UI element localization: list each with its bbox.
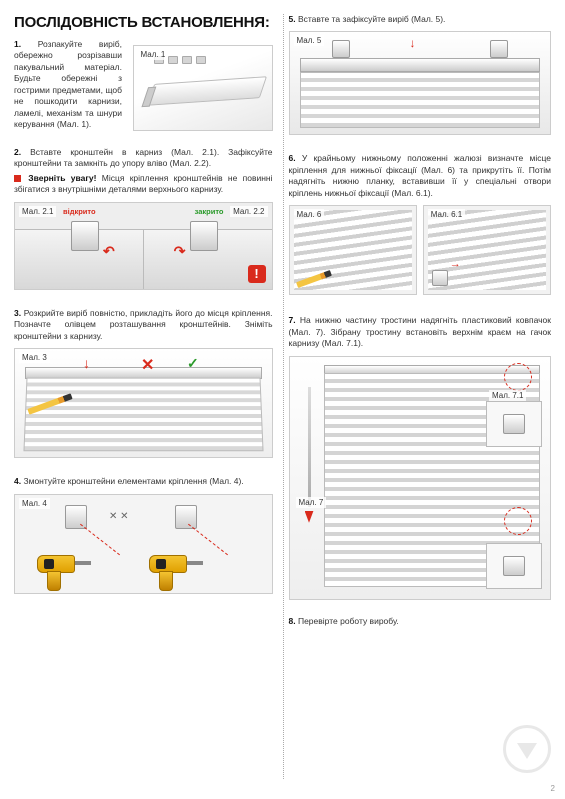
figure-1-label: Мал. 1 xyxy=(138,49,169,60)
step-4-num: 4. xyxy=(14,476,21,486)
x-mark-icon: ✕ xyxy=(141,355,154,375)
step-1-body: Розпакуйте виріб, обережно розрізавши па… xyxy=(14,39,122,129)
step-5-text: 5. Вставте та зафіксуйте виріб (Мал. 5). xyxy=(289,14,552,25)
step-2-body: Вставте кронштейн в карниз (Мал. 2.1). З… xyxy=(14,147,273,168)
step-6-body: У крайньому нижньому положенні жалюзі ви… xyxy=(289,153,552,197)
fig2-bracket-open xyxy=(71,221,99,251)
figure-1: Мал. 1 xyxy=(133,45,273,131)
step-2-num: 2. xyxy=(14,147,21,157)
step-1: 1. Розпакуйте виріб, обережно розрізавши… xyxy=(14,39,273,131)
fig3-arrow-down: ↓ xyxy=(83,355,90,371)
fig3-blinds xyxy=(23,378,263,452)
step-3: 3. Розкрийте виріб повністю, прикладіть … xyxy=(14,298,273,458)
fig5-bracket-1 xyxy=(332,40,350,58)
figure-4-label: Мал. 4 xyxy=(19,498,50,509)
fig5-headrail xyxy=(300,58,541,72)
fig4-bracket-2 xyxy=(175,505,197,529)
watermark-icon xyxy=(503,725,551,773)
step-3-text: 3. Розкрийте виріб повністю, прикладіть … xyxy=(14,308,273,342)
step-6: 6. У крайньому нижньому положенні жалюзі… xyxy=(289,143,552,295)
step-6-text: 6. У крайньому нижньому положенні жалюзі… xyxy=(289,153,552,199)
step-1-text: 1. Розпакуйте виріб, обережно розрізавши… xyxy=(14,39,122,131)
step-5-body: Вставте та зафіксуйте виріб (Мал. 5). xyxy=(298,14,445,24)
drill-icon-1 xyxy=(37,549,91,591)
warning-badge-icon: ! xyxy=(248,265,266,283)
figure-2-closed-label: закрито xyxy=(195,207,224,216)
figure-6-row: Мал. 6 Мал. 6.1 → xyxy=(289,205,552,295)
figure-6-1: Мал. 6.1 → xyxy=(423,205,551,295)
step-3-body: Розкрийте виріб повністю, прикладіть йог… xyxy=(14,308,273,341)
figure-7-inset-b xyxy=(486,543,542,589)
step-5: 5. Вставте та зафіксуйте виріб (Мал. 5).… xyxy=(289,14,552,135)
figure-7-label: Мал. 7 xyxy=(296,497,327,508)
step-7-body: На нижню частину тростини надягніть плас… xyxy=(289,315,552,348)
step-2: 2. Вставте кронштейн в карниз (Мал. 2.1)… xyxy=(14,139,273,290)
step-7-text: 7. На нижню частину тростини надягніть п… xyxy=(289,315,552,349)
figure-2: Мал. 2.1 Мал. 2.2 відкрито закрито ↶ ↷ ! xyxy=(14,202,273,290)
right-column: 5. Вставте та зафіксуйте виріб (Мал. 5).… xyxy=(283,0,565,799)
fig2-arrow-left: ↶ xyxy=(103,243,115,260)
figure-21-label: Мал. 2.1 xyxy=(19,206,56,217)
left-column: ПОСЛІДОВНІСТЬ ВСТАНОВЛЕННЯ: 1. Розпакуйт… xyxy=(0,0,283,799)
figure-61-label: Мал. 6.1 xyxy=(428,209,465,220)
fig61-arrow: → xyxy=(450,258,461,270)
figure-6: Мал. 6 xyxy=(289,205,417,295)
step-4-text: 4. Змонтуйте кронштейни елементами кріпл… xyxy=(14,476,273,487)
fig7-highlight-bottom xyxy=(504,507,532,535)
step-1-num: 1. xyxy=(14,39,21,49)
fig7-wand-tip xyxy=(305,511,314,523)
fig7-highlight-top xyxy=(504,363,532,391)
step-3-num: 3. xyxy=(14,308,21,318)
figure-4: Мал. 4 ✕ ✕ xyxy=(14,494,273,594)
step-7: 7. На нижню частину тростини надягніть п… xyxy=(289,303,552,599)
figure-6-label: Мал. 6 xyxy=(294,209,325,220)
fig61-clip xyxy=(432,270,448,286)
fig71-bracket xyxy=(503,414,525,434)
step-5-num: 5. xyxy=(289,14,296,24)
step-8: 8. Перевірте роботу виробу. xyxy=(289,608,552,627)
fig7b-bracket xyxy=(503,556,525,576)
step-4: 4. Змонтуйте кронштейни елементами кріпл… xyxy=(14,466,273,593)
step-2-warn-label: Зверніть увагу! xyxy=(28,173,96,183)
fig5-arrow: ↓ xyxy=(410,36,416,50)
fig2-bracket-closed xyxy=(190,221,218,251)
drill-icon-2 xyxy=(149,549,203,591)
figure-3: Мал. 3 ✕ ✓ ↓ xyxy=(14,348,273,458)
figure-5: Мал. 5 ↓ xyxy=(289,31,552,135)
figure-5-label: Мал. 5 xyxy=(294,35,325,46)
page-number: 2 xyxy=(551,784,555,793)
step-7-num: 7. xyxy=(289,315,296,325)
figure-7-1-inset: Мал. 7.1 xyxy=(486,401,542,447)
figure-22-label: Мал. 2.2 xyxy=(230,206,267,217)
check-mark-icon: ✓ xyxy=(187,355,199,372)
step-2-text: 2. Вставте кронштейн в карниз (Мал. 2.1)… xyxy=(14,147,273,170)
fig2-arrow-right: ↷ xyxy=(174,243,186,260)
page-title: ПОСЛІДОВНІСТЬ ВСТАНОВЛЕННЯ: xyxy=(14,14,273,31)
warning-icon xyxy=(14,175,21,182)
fig5-blinds xyxy=(300,72,541,128)
step-4-body: Змонтуйте кронштейни елементами кріпленн… xyxy=(23,476,243,486)
step-6-num: 6. xyxy=(289,153,296,163)
fig1-rail xyxy=(146,76,266,106)
fig7-wand xyxy=(308,387,311,507)
step-8-body: Перевірте роботу виробу. xyxy=(298,616,399,626)
figure-3-label: Мал. 3 xyxy=(19,352,50,363)
step-8-text: 8. Перевірте роботу виробу. xyxy=(289,616,552,627)
fig5-bracket-2 xyxy=(490,40,508,58)
fig4-screws: ✕ ✕ xyxy=(109,511,129,522)
figure-7: Мал. 7 Мал. 7.1 xyxy=(289,356,552,600)
figure-71-label: Мал. 7.1 xyxy=(489,390,526,401)
step-2-warning: Зверніть увагу! Місця кріплення кронштей… xyxy=(14,173,273,196)
step-8-num: 8. xyxy=(289,616,296,626)
figure-2-open-label: відкрито xyxy=(63,207,96,216)
